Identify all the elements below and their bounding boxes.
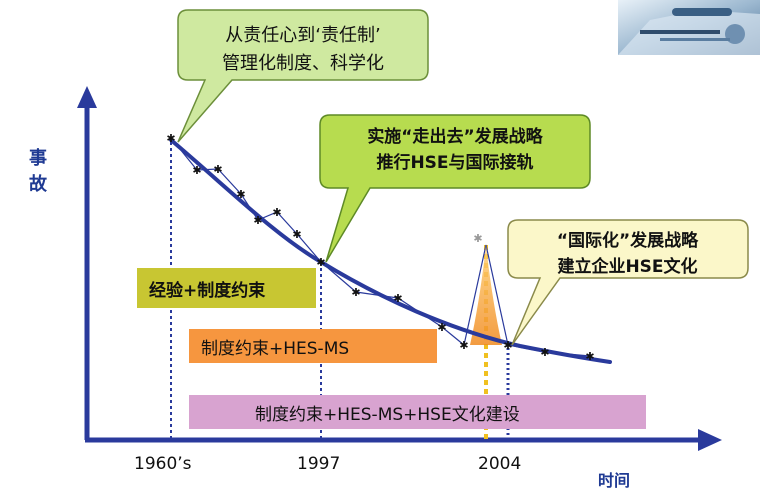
accident-spike bbox=[470, 245, 502, 345]
svg-text:✱: ✱ bbox=[213, 163, 222, 176]
callout-2-line-2: 推行HSE与国际接轨 bbox=[376, 153, 534, 173]
y-axis-label: 事故 bbox=[29, 148, 47, 195]
callout-text-1: 从责任心到‘责任制’ 管理化制度、科学化 bbox=[178, 22, 428, 78]
svg-text:✱: ✱ bbox=[236, 188, 245, 201]
callout-bubble-1 bbox=[177, 9, 429, 143]
svg-text:✱: ✱ bbox=[272, 206, 281, 219]
callout-3-line-1: “国际化”发展战略 bbox=[556, 231, 699, 251]
y-axis bbox=[77, 86, 97, 440]
x-tick-1997: 1997 bbox=[297, 454, 341, 474]
industrial-plant-photo bbox=[618, 0, 760, 55]
svg-text:✱: ✱ bbox=[292, 228, 301, 241]
band-label-2: 制度约束+HES-MS bbox=[201, 338, 350, 359]
callout-2-line-1: 实施“走出去”发展战略 bbox=[367, 127, 543, 147]
callout-text-2: 实施“走出去”发展战略 推行HSE与国际接轨 bbox=[320, 124, 590, 176]
accident-data-line bbox=[170, 137, 591, 357]
svg-text:✱: ✱ bbox=[351, 286, 360, 299]
svg-text:✱: ✱ bbox=[540, 346, 549, 359]
x-axis bbox=[85, 429, 722, 451]
accident-trend-curve bbox=[169, 138, 612, 364]
x-axis-label: 时间 bbox=[598, 471, 631, 490]
svg-text:✱: ✱ bbox=[393, 292, 402, 305]
svg-text:✱: ✱ bbox=[473, 232, 482, 245]
svg-text:✱: ✱ bbox=[437, 321, 446, 334]
callout-bubble-3 bbox=[507, 219, 749, 346]
callout-1-line-2: 管理化制度、科学化 bbox=[222, 53, 384, 74]
callout-3-line-2: 建立企业HSE文化 bbox=[557, 257, 698, 277]
svg-text:✱: ✱ bbox=[459, 339, 468, 352]
band-hse-culture: 制度约束+HES-MS+HSE文化建设 bbox=[189, 395, 646, 429]
svg-text:✱: ✱ bbox=[316, 256, 325, 269]
svg-text:✱: ✱ bbox=[503, 339, 512, 352]
band-label-1: 经验+制度约束 bbox=[149, 280, 266, 301]
band-hesms-constraint: 制度约束+HES-MS bbox=[189, 329, 437, 363]
x-tick-1960s: 1960’s bbox=[134, 454, 192, 474]
svg-text:✱: ✱ bbox=[585, 350, 594, 363]
x-tick-2004: 2004 bbox=[478, 454, 522, 474]
svg-text:✱: ✱ bbox=[253, 214, 262, 227]
callout-1-line-1: 从责任心到‘责任制’ bbox=[225, 25, 381, 46]
svg-text:✱: ✱ bbox=[166, 132, 175, 145]
svg-text:✱: ✱ bbox=[192, 164, 201, 177]
band-experience-constraint: 经验+制度约束 bbox=[137, 268, 316, 308]
callout-bubble-2 bbox=[319, 114, 591, 263]
band-label-3: 制度约束+HES-MS+HSE文化建设 bbox=[255, 404, 520, 425]
callout-text-3: “国际化”发展战略 建立企业HSE文化 bbox=[510, 228, 745, 280]
data-markers: ✱ ✱ ✱ ✱ ✱ ✱ ✱ ✱ ✱ ✱ ✱ ✱ ✱ ✱ ✱ ✱ bbox=[166, 132, 594, 363]
